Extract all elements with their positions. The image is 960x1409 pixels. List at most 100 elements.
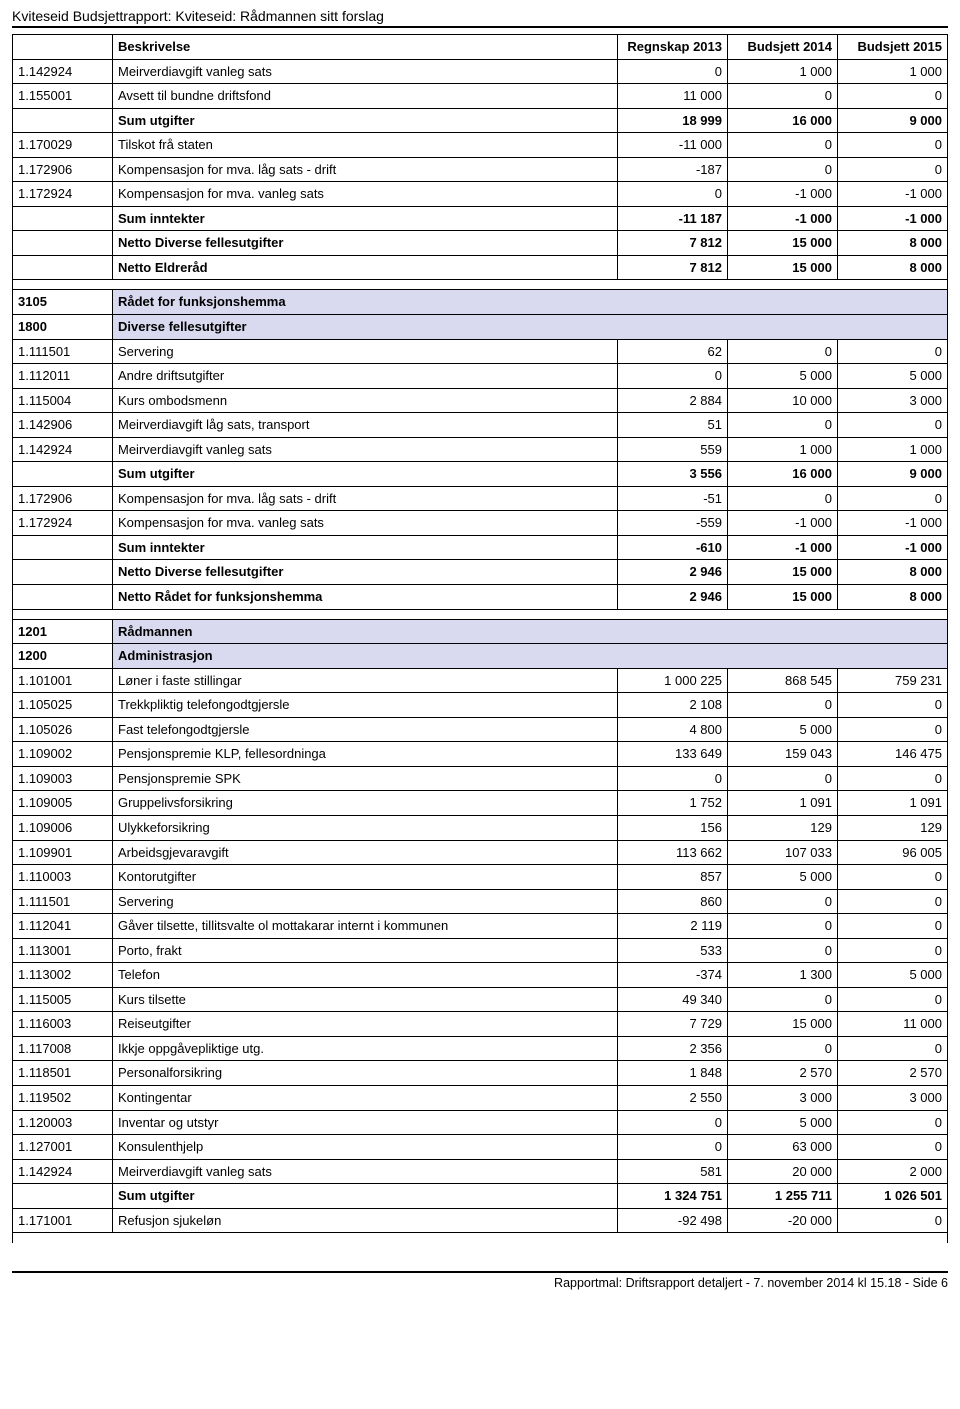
cell-value: -187 (618, 157, 728, 182)
cell-code (13, 231, 113, 256)
cell-value: 156 (618, 815, 728, 840)
cell-value: 0 (838, 1036, 948, 1061)
cell-desc: Sum utgifter (113, 462, 618, 487)
cell-value: -374 (618, 963, 728, 988)
cell-value: 5 000 (838, 364, 948, 389)
cell-value: 2 570 (838, 1061, 948, 1086)
cell-value: 1 000 (728, 437, 838, 462)
cell-value: 63 000 (728, 1135, 838, 1160)
cell-value: -92 498 (618, 1208, 728, 1233)
cell-desc: Meirverdiavgift låg sats, transport (113, 413, 618, 438)
col-2014-header: Budsjett 2014 (728, 35, 838, 60)
cell-code (13, 1184, 113, 1209)
cell-desc: Netto Diverse fellesutgifter (113, 560, 618, 585)
spacer-cell (13, 1233, 948, 1243)
cell-value: 0 (728, 766, 838, 791)
cell-value: 5 000 (728, 1110, 838, 1135)
cell-code: 1.113002 (13, 963, 113, 988)
cell-value: 0 (618, 1110, 728, 1135)
cell-value: 1 324 751 (618, 1184, 728, 1209)
cell-desc: Ikkje oppgåvepliktige utg. (113, 1036, 618, 1061)
cell-value: 0 (838, 339, 948, 364)
cell-desc: Fast telefongodtgjersle (113, 717, 618, 742)
cell-value: -559 (618, 511, 728, 536)
cell-code (13, 108, 113, 133)
cell-value: 7 812 (618, 255, 728, 280)
cell-code: 1.109006 (13, 815, 113, 840)
cell-value: 759 231 (838, 668, 948, 693)
cell-value: -1 000 (838, 206, 948, 231)
cell-value: 0 (838, 486, 948, 511)
cell-value: 96 005 (838, 840, 948, 865)
cell-value: 7 812 (618, 231, 728, 256)
cell-code: 1.119502 (13, 1085, 113, 1110)
table-row: 1.116003Reiseutgifter7 72915 00011 000 (13, 1012, 948, 1037)
cell-desc: Kompensasjon for mva. låg sats - drift (113, 157, 618, 182)
cell-code: 1.172906 (13, 157, 113, 182)
cell-value: 868 545 (728, 668, 838, 693)
cell-value: 581 (618, 1159, 728, 1184)
cell-value: -20 000 (728, 1208, 838, 1233)
cell-desc: Porto, frakt (113, 938, 618, 963)
cell-value: 1 026 501 (838, 1184, 948, 1209)
cell-code (13, 535, 113, 560)
cell-code: 1.142924 (13, 437, 113, 462)
cell-value: 113 662 (618, 840, 728, 865)
cell-code: 1.105025 (13, 693, 113, 718)
cell-value: 1 255 711 (728, 1184, 838, 1209)
cell-value: -610 (618, 535, 728, 560)
cell-desc: Konsulenthjelp (113, 1135, 618, 1160)
table-row: 1.101001Løner i faste stillingar1 000 22… (13, 668, 948, 693)
cell-value: 1 091 (838, 791, 948, 816)
cell-value: 0 (838, 889, 948, 914)
table-row: 1.172924Kompensasjon for mva. vanleg sat… (13, 511, 948, 536)
table-row: 1.112011Andre driftsutgifter05 0005 000 (13, 364, 948, 389)
table-row: 1.109006Ulykkeforsikring156129129 (13, 815, 948, 840)
cell-value: -1 000 (838, 535, 948, 560)
cell-code: 1.101001 (13, 668, 113, 693)
section-code: 3105 (13, 290, 113, 315)
cell-value: 8 000 (838, 585, 948, 610)
cell-code: 1.172906 (13, 486, 113, 511)
cell-value: 9 000 (838, 462, 948, 487)
table-row: 1.111501Servering6200 (13, 339, 948, 364)
table-row: 1.172906Kompensasjon for mva. låg sats -… (13, 157, 948, 182)
cell-value: -1 000 (728, 182, 838, 207)
cell-value: 0 (728, 914, 838, 939)
cell-desc: Sum utgifter (113, 1184, 618, 1209)
cell-value: 8 000 (838, 231, 948, 256)
summary-row: Sum utgifter3 55616 0009 000 (13, 462, 948, 487)
cell-value: 0 (838, 987, 948, 1012)
cell-desc: Kompensasjon for mva. vanleg sats (113, 182, 618, 207)
cell-desc: Kontorutgifter (113, 865, 618, 890)
cell-code: 1.155001 (13, 84, 113, 109)
cell-desc: Netto Eldreråd (113, 255, 618, 280)
summary-row: Sum utgifter18 99916 0009 000 (13, 108, 948, 133)
cell-value: 0 (838, 717, 948, 742)
cell-value: 0 (838, 1110, 948, 1135)
cell-value: 146 475 (838, 742, 948, 767)
summary-row: Sum inntekter-11 187-1 000-1 000 (13, 206, 948, 231)
cell-value: 0 (838, 865, 948, 890)
cell-value: 0 (838, 693, 948, 718)
cell-code: 1.109901 (13, 840, 113, 865)
col-desc-header: Beskrivelse (113, 35, 618, 60)
table-row: 1.171001Refusjon sjukeløn-92 498-20 0000 (13, 1208, 948, 1233)
cell-value: 0 (838, 413, 948, 438)
cell-desc: Gåver tilsette, tillitsvalte ol mottakar… (113, 914, 618, 939)
cell-value: 5 000 (838, 963, 948, 988)
cell-value: 16 000 (728, 462, 838, 487)
cell-code: 1.127001 (13, 1135, 113, 1160)
cell-value: 2 570 (728, 1061, 838, 1086)
cell-code: 1.105026 (13, 717, 113, 742)
col-2013-header: Regnskap 2013 (618, 35, 728, 60)
table-row: 1.115004Kurs ombodsmenn2 88410 0003 000 (13, 388, 948, 413)
cell-code: 1.109005 (13, 791, 113, 816)
cell-code: 1.171001 (13, 1208, 113, 1233)
cell-value: -1 000 (728, 535, 838, 560)
cell-value: 857 (618, 865, 728, 890)
cell-value: -1 000 (728, 511, 838, 536)
cell-value: 11 000 (838, 1012, 948, 1037)
cell-value: 1 848 (618, 1061, 728, 1086)
cell-desc: Refusjon sjukeløn (113, 1208, 618, 1233)
